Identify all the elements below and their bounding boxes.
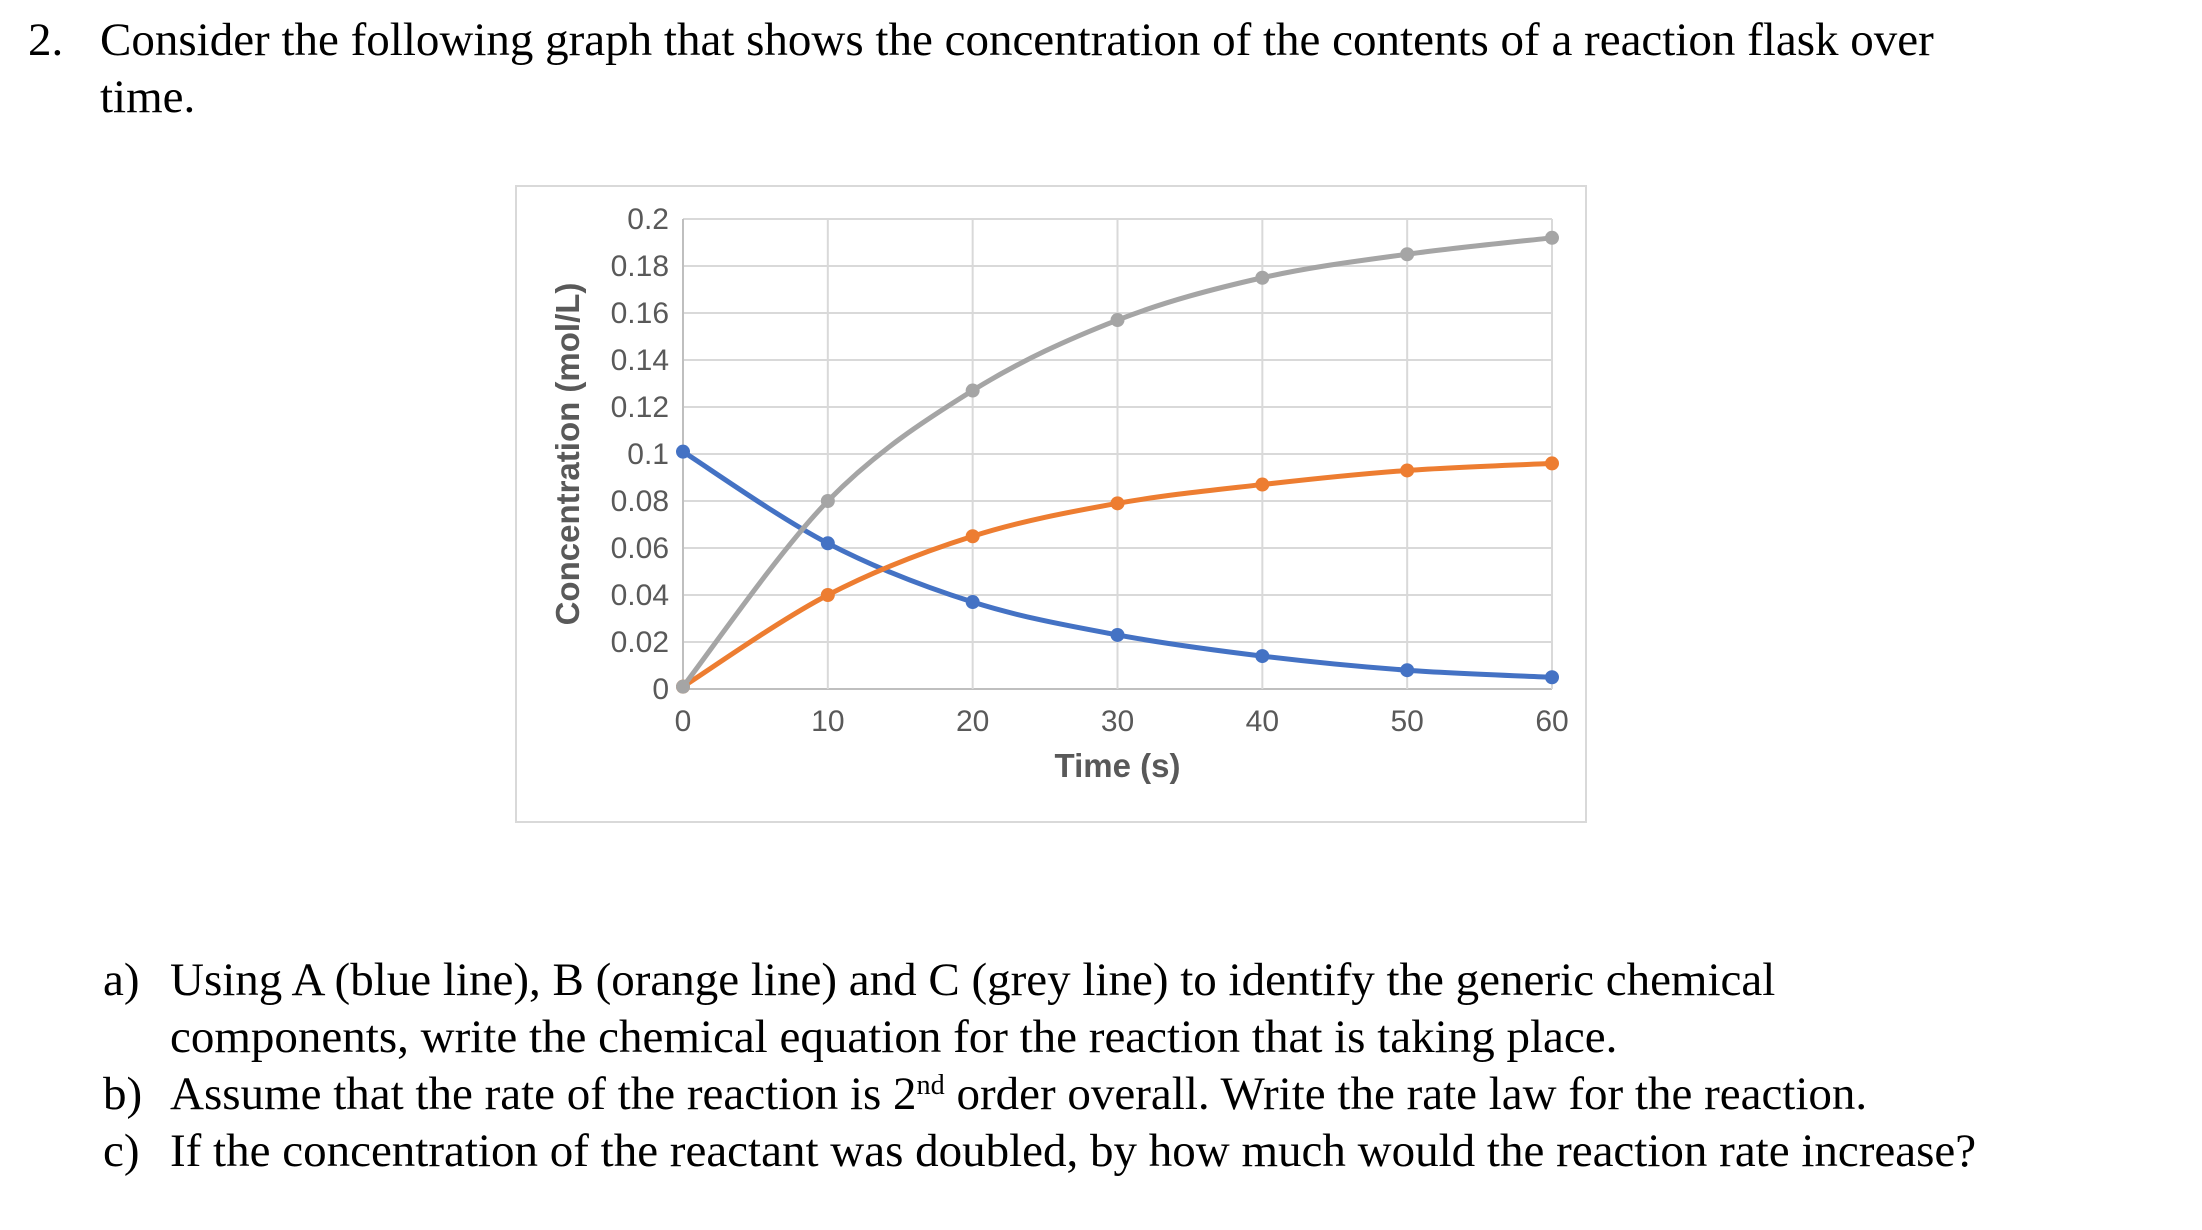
y-tick-label: 0.02 [611,626,669,659]
series-marker-C [1400,247,1415,262]
y-tick-label: 0 [652,673,669,706]
y-tick-label: 0.06 [611,532,669,565]
y-tick-label: 0.12 [611,391,669,424]
question-text-line-2: time. [100,71,196,123]
chart-svg: 0 0.02 0.04 0.06 0.08 0.1 0.12 0.14 0.16 0.18 0.2 0… [549,203,1569,784]
x-tick-label: 20 [956,705,989,738]
y-tick-label: 0.1 [627,438,669,471]
y-tick-label: 0.14 [611,344,669,377]
y-tick-label: 0.08 [611,485,669,518]
subquestion-a-line-1: Using A (blue line), B (orange line) and… [170,954,1776,1006]
series-marker-B [1255,477,1270,492]
subquestion-b-superscript: nd [916,1069,945,1101]
series-marker-A [1545,670,1559,685]
subquestion-a-label: a) [103,954,140,1006]
x-tick-label: 60 [1535,705,1568,738]
x-tick-label: 10 [811,705,844,738]
subquestion-b-text: Assume that the rate of the reaction is … [170,1066,1867,1129]
series-marker-A [965,595,980,610]
series-marker-B [1110,496,1125,511]
series-marker-C [676,679,690,694]
series-marker-A [820,536,835,551]
series-marker-C [1255,270,1270,285]
question-text-line-1: Consider the following graph that shows … [100,14,1934,66]
x-tick-label: 30 [1101,705,1134,738]
concentration-vs-time-chart: 0 0.02 0.04 0.06 0.08 0.1 0.12 0.14 0.16 0.18 0.2 0… [515,185,1587,823]
series-marker-C [965,383,980,398]
series-marker-C [1545,230,1559,245]
series-marker-C [820,494,835,508]
series-marker-A [676,444,690,459]
series-marker-B [820,588,835,602]
series-marker-C [1110,313,1125,328]
subquestion-b-text-post: order overall. Write the rate law for th… [944,1068,1868,1120]
y-tick-label: 0.16 [611,297,669,330]
series-marker-A [1400,663,1415,678]
series-marker-B [965,529,980,544]
y-tick-label: 0.04 [611,579,669,612]
x-tick-label: 40 [1246,705,1279,738]
subquestion-a-line-2: components, write the chemical equation … [170,1011,1618,1063]
series-marker-B [1400,463,1415,478]
series-marker-A [1110,627,1125,642]
question-number: 2. [28,14,64,66]
subquestion-c-label: c) [103,1125,140,1177]
subquestion-b-label: b) [103,1068,143,1120]
x-tick-label: 0 [675,705,692,738]
subquestion-b-text-pre: Assume that the rate of the reaction is … [170,1068,917,1120]
subquestion-c-text: If the concentration of the reactant was… [170,1125,1977,1177]
y-tick-label: 0.18 [611,250,669,283]
y-axis-title: Concentration (mol/L) [549,283,586,626]
x-axis-title: Time (s) [1055,747,1181,784]
x-tick-label: 50 [1390,705,1423,738]
series-marker-B [1545,456,1559,471]
y-tick-label: 0.2 [627,203,669,236]
series-marker-A [1255,649,1270,664]
